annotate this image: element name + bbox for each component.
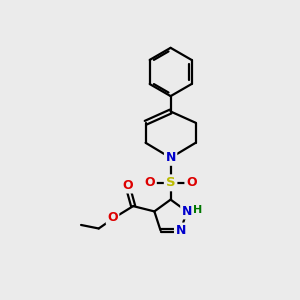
Text: S: S	[166, 176, 175, 189]
Text: O: O	[107, 211, 118, 224]
Text: N: N	[176, 224, 186, 237]
Text: N: N	[165, 151, 176, 164]
Text: O: O	[145, 176, 155, 189]
Text: N: N	[182, 205, 192, 218]
Text: O: O	[123, 179, 133, 192]
Text: O: O	[186, 176, 196, 189]
Text: H: H	[194, 205, 203, 215]
